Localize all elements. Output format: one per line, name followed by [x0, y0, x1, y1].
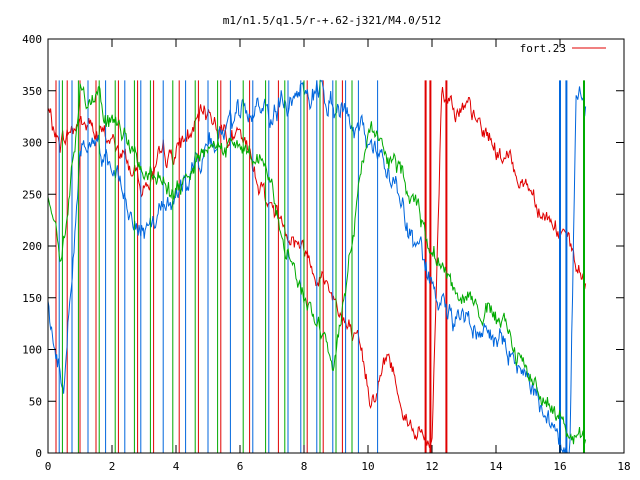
y-tick-label: 200: [22, 240, 42, 253]
x-tick-label: 14: [489, 460, 503, 473]
y-tick-label: 400: [22, 33, 42, 46]
chart-title: m1/n1.5/q1.5/r-+.62-j321/M4.0/512: [223, 14, 442, 27]
x-tick-label: 12: [425, 460, 438, 473]
x-tick-label: 10: [361, 460, 374, 473]
y-tick-label: 50: [29, 395, 42, 408]
y-tick-label: 0: [35, 447, 42, 460]
y-tick-label: 300: [22, 137, 42, 150]
y-tick-label: 100: [22, 344, 42, 357]
y-tick-label: 350: [22, 85, 42, 98]
x-tick-label: 2: [109, 460, 116, 473]
x-tick-label: 6: [237, 460, 244, 473]
series-line: [47, 83, 587, 445]
y-tick-label: 150: [22, 292, 42, 305]
x-tick-label: 16: [553, 460, 566, 473]
x-tick-label: 0: [45, 460, 52, 473]
series-layer: [47, 79, 587, 454]
y-axis: 0 50 100 150 200 250 300 350 400: [22, 33, 624, 460]
legend-label: fort.23: [520, 42, 566, 55]
x-tick-label: 8: [301, 460, 308, 473]
y-tick-label: 250: [22, 188, 42, 201]
x-tick-label: 18: [617, 460, 630, 473]
x-axis: 0 2 4 6 8 10 12 14 16 18: [45, 39, 631, 473]
x-tick-label: 4: [173, 460, 180, 473]
legend: fort.23: [520, 42, 606, 55]
